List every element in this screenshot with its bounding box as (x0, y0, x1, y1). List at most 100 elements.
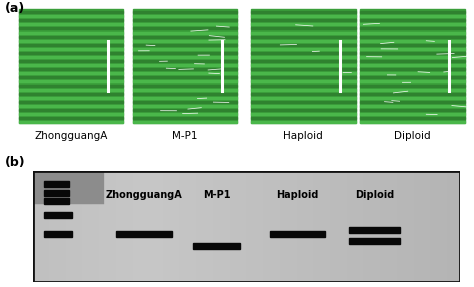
Bar (19, 72, 123, 74)
Bar (133, 52, 237, 54)
Bar (251, 105, 356, 107)
Bar (19, 60, 123, 62)
Bar (360, 76, 465, 78)
Bar (360, 48, 465, 50)
Bar (251, 76, 356, 78)
Bar (133, 23, 237, 26)
Bar (19, 9, 123, 123)
Bar (251, 9, 356, 123)
Bar (133, 28, 237, 30)
Bar (133, 56, 237, 58)
Bar (251, 15, 356, 17)
Bar (251, 23, 356, 26)
Bar (19, 121, 123, 123)
Bar (133, 64, 237, 66)
Bar (251, 97, 356, 99)
Bar (360, 56, 465, 58)
Bar (19, 109, 123, 111)
Bar (133, 44, 237, 46)
Bar (360, 113, 465, 115)
Bar (133, 32, 237, 34)
Bar (360, 19, 465, 21)
Bar (44, 231, 72, 237)
Bar (133, 40, 237, 42)
Bar (251, 64, 356, 66)
Bar (360, 109, 465, 111)
Bar (44, 212, 72, 218)
Bar (19, 93, 123, 95)
Bar (251, 40, 356, 42)
Bar (19, 89, 123, 91)
Bar (19, 32, 123, 34)
Bar (251, 32, 356, 34)
Bar (251, 56, 356, 58)
Bar (19, 113, 123, 115)
Bar (251, 36, 356, 38)
Bar (193, 243, 240, 249)
Bar (133, 117, 237, 119)
Bar (360, 36, 465, 38)
Bar (19, 48, 123, 50)
Text: (b): (b) (5, 156, 26, 169)
Bar (44, 181, 69, 187)
Bar (251, 80, 356, 82)
Bar (360, 84, 465, 87)
Bar (19, 28, 123, 30)
Bar (251, 48, 356, 50)
Bar (251, 84, 356, 87)
Bar (360, 40, 465, 42)
Bar (360, 44, 465, 46)
Bar (251, 28, 356, 30)
Bar (133, 11, 237, 13)
Text: Haploid: Haploid (276, 190, 319, 200)
Bar (133, 121, 237, 123)
Bar (133, 101, 237, 103)
Text: (a): (a) (5, 1, 25, 15)
Bar (360, 101, 465, 103)
Bar (133, 48, 237, 50)
Bar (44, 198, 69, 204)
Bar (360, 68, 465, 70)
Bar (360, 64, 465, 66)
Bar (133, 15, 237, 17)
Bar (251, 93, 356, 95)
Bar (251, 113, 356, 115)
Bar (19, 36, 123, 38)
Bar (133, 76, 237, 78)
Bar (251, 19, 356, 21)
Bar (133, 68, 237, 70)
Bar (19, 117, 123, 119)
Bar (349, 238, 400, 244)
Bar (360, 11, 465, 13)
Bar (360, 32, 465, 34)
Bar (360, 105, 465, 107)
Bar (133, 60, 237, 62)
Bar (251, 60, 356, 62)
Bar (360, 15, 465, 17)
Bar (360, 28, 465, 30)
Bar (19, 64, 123, 66)
Bar (251, 121, 356, 123)
Bar (19, 105, 123, 107)
Bar (360, 121, 465, 123)
Bar (251, 44, 356, 46)
Bar (360, 80, 465, 82)
Bar (19, 97, 123, 99)
Bar (19, 52, 123, 54)
Bar (133, 80, 237, 82)
Bar (133, 105, 237, 107)
Bar (360, 52, 465, 54)
Bar (360, 9, 465, 123)
Bar (349, 226, 400, 233)
Bar (360, 89, 465, 91)
Bar (133, 84, 237, 87)
Bar (360, 93, 465, 95)
Bar (251, 72, 356, 74)
Bar (19, 44, 123, 46)
Bar (360, 60, 465, 62)
Bar (251, 68, 356, 70)
Bar (133, 19, 237, 21)
Bar (19, 56, 123, 58)
Bar (360, 23, 465, 26)
Bar (133, 93, 237, 95)
